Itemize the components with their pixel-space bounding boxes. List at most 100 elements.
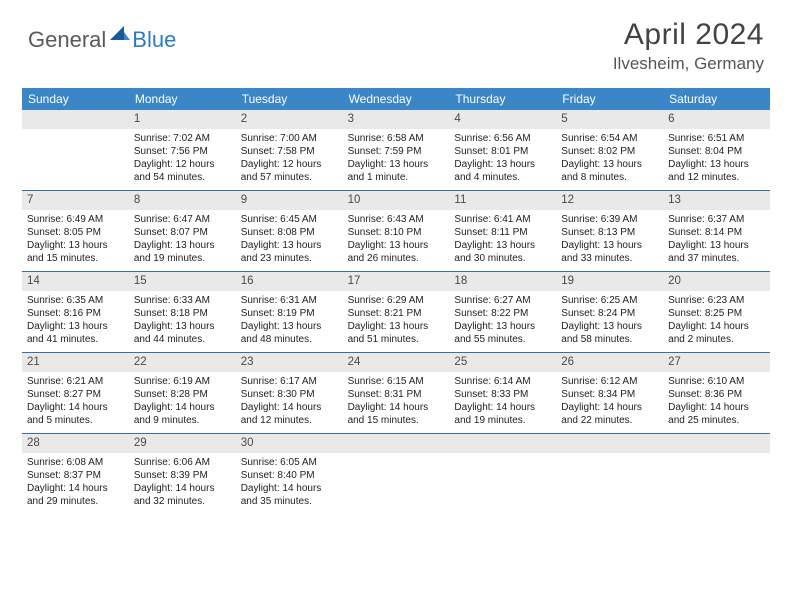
day-number-row: 25: [449, 353, 556, 372]
sunset-label: Sunset: 8:30 PM: [241, 388, 338, 401]
day-body: Sunrise: 6:25 AMSunset: 8:24 PMDaylight:…: [561, 294, 658, 346]
day-number: 11: [454, 194, 466, 206]
sunset-label: Sunset: 8:04 PM: [668, 145, 765, 158]
day-number-row: 30: [236, 434, 343, 453]
daylight2-label: and 55 minutes.: [454, 333, 551, 346]
daylight1-label: Daylight: 12 hours: [241, 158, 338, 171]
location-label: Ilvesheim, Germany: [613, 54, 764, 74]
daylight2-label: and 12 minutes.: [668, 171, 765, 184]
day-body: Sunrise: 6:51 AMSunset: 8:04 PMDaylight:…: [668, 132, 765, 184]
sunrise-label: Sunrise: 6:29 AM: [348, 294, 445, 307]
day-body: Sunrise: 6:10 AMSunset: 8:36 PMDaylight:…: [668, 375, 765, 427]
calendar-week: 7Sunrise: 6:49 AMSunset: 8:05 PMDaylight…: [22, 191, 770, 272]
daylight1-label: Daylight: 13 hours: [27, 239, 124, 252]
calendar-day: [449, 434, 556, 514]
daylight2-label: and 15 minutes.: [27, 252, 124, 265]
daylight1-label: Daylight: 13 hours: [561, 158, 658, 171]
day-number: 25: [454, 356, 467, 368]
title-block: April 2024 Ilvesheim, Germany: [613, 18, 764, 74]
daylight1-label: Daylight: 13 hours: [668, 239, 765, 252]
day-body: Sunrise: 6:33 AMSunset: 8:18 PMDaylight:…: [134, 294, 231, 346]
day-body: Sunrise: 6:39 AMSunset: 8:13 PMDaylight:…: [561, 213, 658, 265]
daylight2-label: and 19 minutes.: [454, 414, 551, 427]
sunset-label: Sunset: 7:59 PM: [348, 145, 445, 158]
day-body: Sunrise: 6:49 AMSunset: 8:05 PMDaylight:…: [27, 213, 124, 265]
daylight1-label: Daylight: 14 hours: [561, 401, 658, 414]
daylight2-label: and 44 minutes.: [134, 333, 231, 346]
day-number: 2: [241, 113, 247, 125]
sunset-label: Sunset: 8:40 PM: [241, 469, 338, 482]
daylight2-label: and 2 minutes.: [668, 333, 765, 346]
day-number: 12: [561, 194, 574, 206]
day-number: 27: [668, 356, 681, 368]
sunrise-label: Sunrise: 6:58 AM: [348, 132, 445, 145]
daylight1-label: Daylight: 13 hours: [241, 239, 338, 252]
day-body: Sunrise: 6:23 AMSunset: 8:25 PMDaylight:…: [668, 294, 765, 346]
sunrise-label: Sunrise: 6:41 AM: [454, 213, 551, 226]
day-number: 8: [134, 194, 140, 206]
sunrise-label: Sunrise: 6:10 AM: [668, 375, 765, 388]
day-of-week-header: Sunday Monday Tuesday Wednesday Thursday…: [22, 88, 770, 110]
calendar-day: 14Sunrise: 6:35 AMSunset: 8:16 PMDayligh…: [22, 272, 129, 352]
calendar-day: 25Sunrise: 6:14 AMSunset: 8:33 PMDayligh…: [449, 353, 556, 433]
daylight2-label: and 54 minutes.: [134, 171, 231, 184]
calendar-day: 17Sunrise: 6:29 AMSunset: 8:21 PMDayligh…: [343, 272, 450, 352]
day-number-row: 8: [129, 191, 236, 210]
calendar-day: 13Sunrise: 6:37 AMSunset: 8:14 PMDayligh…: [663, 191, 770, 271]
daylight1-label: Daylight: 14 hours: [454, 401, 551, 414]
day-body: Sunrise: 6:41 AMSunset: 8:11 PMDaylight:…: [454, 213, 551, 265]
calendar-day: [22, 110, 129, 190]
calendar-day: 18Sunrise: 6:27 AMSunset: 8:22 PMDayligh…: [449, 272, 556, 352]
daylight1-label: Daylight: 13 hours: [454, 239, 551, 252]
day-body: Sunrise: 6:27 AMSunset: 8:22 PMDaylight:…: [454, 294, 551, 346]
daylight1-label: Daylight: 14 hours: [134, 482, 231, 495]
dow-thursday: Thursday: [449, 88, 556, 110]
daylight2-label: and 9 minutes.: [134, 414, 231, 427]
day-number-row: [663, 434, 770, 453]
sunrise-label: Sunrise: 6:17 AM: [241, 375, 338, 388]
day-number-row: 22: [129, 353, 236, 372]
day-body: Sunrise: 6:06 AMSunset: 8:39 PMDaylight:…: [134, 456, 231, 508]
daylight1-label: Daylight: 13 hours: [668, 158, 765, 171]
day-body: Sunrise: 6:12 AMSunset: 8:34 PMDaylight:…: [561, 375, 658, 427]
daylight2-label: and 41 minutes.: [27, 333, 124, 346]
calendar-day: 3Sunrise: 6:58 AMSunset: 7:59 PMDaylight…: [343, 110, 450, 190]
daylight2-label: and 26 minutes.: [348, 252, 445, 265]
daylight2-label: and 57 minutes.: [241, 171, 338, 184]
sunset-label: Sunset: 8:33 PM: [454, 388, 551, 401]
sunrise-label: Sunrise: 6:31 AM: [241, 294, 338, 307]
calendar-day: 21Sunrise: 6:21 AMSunset: 8:27 PMDayligh…: [22, 353, 129, 433]
day-number: 23: [241, 356, 254, 368]
calendar-day: 9Sunrise: 6:45 AMSunset: 8:08 PMDaylight…: [236, 191, 343, 271]
day-body: Sunrise: 6:47 AMSunset: 8:07 PMDaylight:…: [134, 213, 231, 265]
sunrise-label: Sunrise: 6:15 AM: [348, 375, 445, 388]
sunset-label: Sunset: 8:19 PM: [241, 307, 338, 320]
daylight2-label: and 37 minutes.: [668, 252, 765, 265]
day-number: 22: [134, 356, 147, 368]
daylight1-label: Daylight: 13 hours: [241, 320, 338, 333]
calendar-day: 5Sunrise: 6:54 AMSunset: 8:02 PMDaylight…: [556, 110, 663, 190]
day-number-row: 11: [449, 191, 556, 210]
sunset-label: Sunset: 8:31 PM: [348, 388, 445, 401]
sunset-label: Sunset: 8:39 PM: [134, 469, 231, 482]
day-number: 16: [241, 275, 254, 287]
day-body: Sunrise: 6:54 AMSunset: 8:02 PMDaylight:…: [561, 132, 658, 184]
day-body: Sunrise: 6:37 AMSunset: 8:14 PMDaylight:…: [668, 213, 765, 265]
day-number: 9: [241, 194, 247, 206]
month-title: April 2024: [613, 18, 764, 52]
day-number: 4: [454, 113, 460, 125]
daylight2-label: and 19 minutes.: [134, 252, 231, 265]
calendar-day: 24Sunrise: 6:15 AMSunset: 8:31 PMDayligh…: [343, 353, 450, 433]
daylight1-label: Daylight: 13 hours: [454, 320, 551, 333]
day-number-row: 4: [449, 110, 556, 129]
sunrise-label: Sunrise: 6:33 AM: [134, 294, 231, 307]
sunrise-label: Sunrise: 6:19 AM: [134, 375, 231, 388]
sunrise-label: Sunrise: 6:23 AM: [668, 294, 765, 307]
calendar-day: [556, 434, 663, 514]
sunrise-label: Sunrise: 6:27 AM: [454, 294, 551, 307]
day-number-row: 14: [22, 272, 129, 291]
sunset-label: Sunset: 8:11 PM: [454, 226, 551, 239]
daylight1-label: Daylight: 13 hours: [561, 239, 658, 252]
day-number: 1: [134, 113, 140, 125]
sunrise-label: Sunrise: 6:49 AM: [27, 213, 124, 226]
